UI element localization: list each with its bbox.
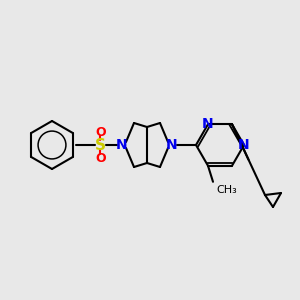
Text: N: N xyxy=(166,138,178,152)
Text: O: O xyxy=(96,152,106,164)
Text: N: N xyxy=(202,117,214,131)
Text: N: N xyxy=(238,138,250,152)
Text: N: N xyxy=(116,138,128,152)
Text: O: O xyxy=(96,125,106,139)
Text: S: S xyxy=(94,137,106,152)
Text: CH₃: CH₃ xyxy=(216,185,237,195)
